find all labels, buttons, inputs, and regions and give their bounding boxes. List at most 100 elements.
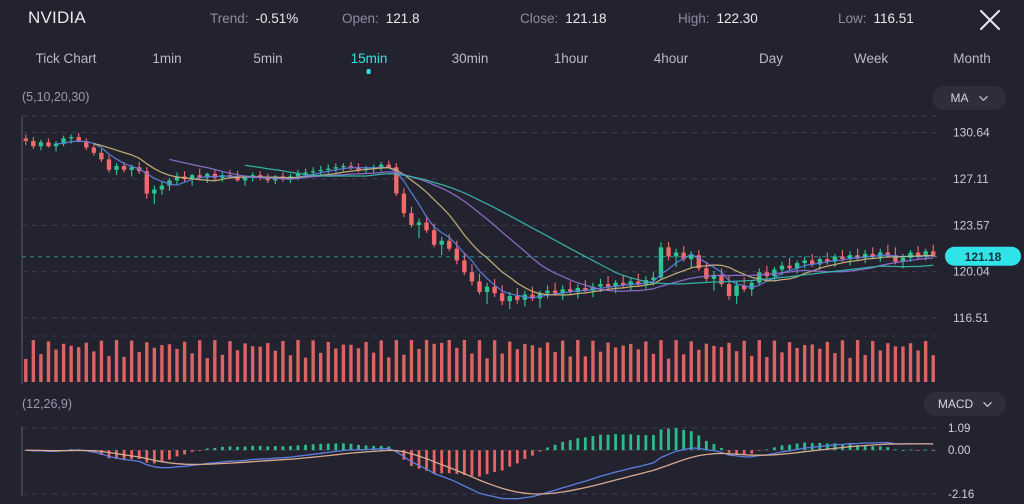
volume-bar [349, 344, 353, 382]
candle-body [492, 286, 497, 294]
volume-bar [114, 340, 119, 382]
candle-body [915, 252, 921, 257]
macd-histogram-bar [727, 450, 731, 453]
candle-body [673, 252, 679, 257]
candlestick-series [23, 133, 936, 309]
ma-line-5 [55, 140, 934, 299]
macd-selector-label: MACD [937, 397, 974, 411]
macd-histogram-bar [311, 444, 315, 451]
volume-bar [802, 344, 807, 382]
macd-histogram-bar [493, 450, 497, 472]
volume-bar [734, 351, 739, 382]
volume-bar [855, 340, 860, 382]
candle-body [878, 252, 883, 257]
volume-bar [24, 358, 28, 382]
macd-histogram-bar [175, 450, 179, 457]
ma-selector-button[interactable]: MA [932, 86, 1006, 110]
volume-bar [424, 340, 429, 382]
macd-histogram-bar [765, 449, 769, 451]
volume-bar [54, 349, 58, 382]
timeframe-tab-label: 5min [253, 51, 283, 66]
candle-body [326, 168, 331, 170]
volume-bar [39, 354, 43, 382]
candle-body [931, 251, 936, 257]
macd-histogram-bar [137, 450, 141, 459]
ma-params-label: (5,10,20,30) [22, 90, 90, 104]
volume-bar [780, 352, 784, 382]
macd-histogram-bar [462, 450, 466, 476]
timeframe-tab-5min[interactable]: 5min [253, 42, 282, 66]
candle-body [885, 252, 891, 256]
macd-histogram-bar [810, 443, 814, 451]
volume-bar [356, 348, 361, 382]
candle-body [356, 167, 361, 170]
candle-body [31, 141, 36, 147]
volume-bar [644, 341, 648, 382]
timeframe-tab-1min[interactable]: 1min [152, 42, 181, 66]
candle-body [212, 173, 218, 178]
timeframe-tab-label: Month [953, 51, 991, 66]
timeframe-tab-1hour[interactable]: 1hour [554, 42, 589, 66]
volume-bar [137, 352, 141, 382]
volume-bar [576, 340, 580, 382]
price-chart-panel[interactable]: 130.64 127.11 123.57 120.04 116.51 121.18 [0, 112, 1024, 387]
close-icon[interactable] [974, 4, 1006, 36]
macd-params-label: (12,26,9) [22, 397, 73, 411]
candle-body [741, 285, 747, 290]
candle-body [38, 142, 44, 147]
candle-body [447, 240, 452, 249]
volume-bar [818, 348, 822, 382]
volume-bar [583, 356, 588, 382]
volume-bar [77, 347, 81, 382]
macd-histogram-bar [606, 434, 610, 451]
volume-bar [470, 353, 474, 382]
candle-body [348, 165, 354, 168]
macd-histogram-bar [304, 444, 307, 451]
volume-bar [250, 346, 255, 382]
volume-bar [69, 345, 73, 382]
timeframe-tab-15min[interactable]: 15min [351, 42, 387, 74]
macd-histogram-bar [667, 428, 670, 451]
timeframe-tab-week[interactable]: Week [854, 42, 888, 66]
candle-body [394, 167, 399, 194]
volume-bar [704, 343, 709, 382]
macd-histogram-bar [213, 447, 217, 451]
macd-histogram-bar [916, 450, 920, 451]
macd-chart-panel[interactable]: 1.09 0.00 -2.16 [0, 418, 1024, 504]
candle-body [575, 288, 580, 292]
candle-body [734, 285, 739, 296]
macd-dea-line [25, 443, 934, 495]
timeframe-tab-month[interactable]: Month [953, 42, 991, 66]
candle-body [242, 177, 248, 181]
volume-bar [492, 340, 497, 382]
macd-selector-button[interactable]: MACD [924, 392, 1006, 416]
timeframe-tab-day[interactable]: Day [759, 42, 783, 66]
current-price-badge-label: 121.18 [965, 250, 1002, 264]
quote-low-value: 116.51 [873, 11, 914, 26]
macd-histogram-bar [296, 445, 300, 451]
timeframe-tab-30min[interactable]: 30min [452, 42, 489, 66]
ma-line-20 [169, 158, 934, 292]
volume-bar [99, 340, 104, 382]
timeframe-tab-label: Tick Chart [35, 51, 97, 66]
volume-bar [515, 349, 519, 382]
macd-histogram-bar [652, 435, 655, 451]
macd-histogram-bar [289, 446, 292, 451]
price-axis-tick-label: 127.11 [953, 172, 989, 186]
candle-body [817, 259, 822, 265]
macd-histogram-bar [440, 450, 444, 474]
volume-bar [182, 341, 187, 382]
volume-bar [719, 347, 724, 382]
candle-body [129, 167, 134, 170]
macd-histogram-bar [583, 437, 587, 451]
symbol-name: NVIDIA [28, 8, 86, 27]
timeframe-tab-4hour[interactable]: 4hour [654, 42, 689, 66]
volume-bar [651, 353, 656, 382]
volume-bar [681, 354, 686, 382]
ma-selector-label: MA [950, 91, 969, 105]
volume-bar [787, 342, 792, 382]
macd-histogram-bar [205, 448, 209, 451]
volume-bar [871, 341, 875, 382]
candle-body [832, 256, 838, 262]
timeframe-tab-tick-chart[interactable]: Tick Chart [35, 42, 96, 66]
